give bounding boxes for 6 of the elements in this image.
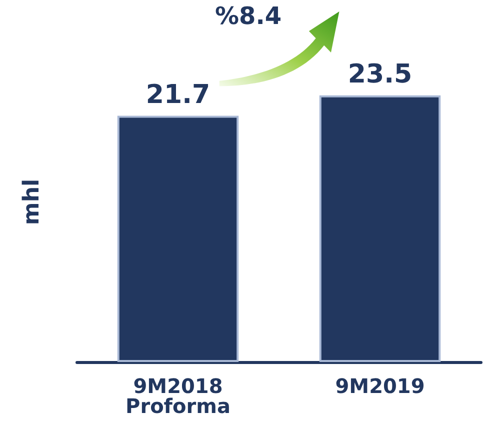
text: %8.4: [215, 2, 282, 30]
x-tick-label: 9M2018 Proforma: [126, 374, 230, 418]
x-tick-label: 9M2019: [335, 374, 425, 398]
data-label: 23.5: [348, 59, 412, 90]
y-axis-title: mhl: [20, 178, 44, 226]
data-label: 21.7: [146, 80, 210, 110]
